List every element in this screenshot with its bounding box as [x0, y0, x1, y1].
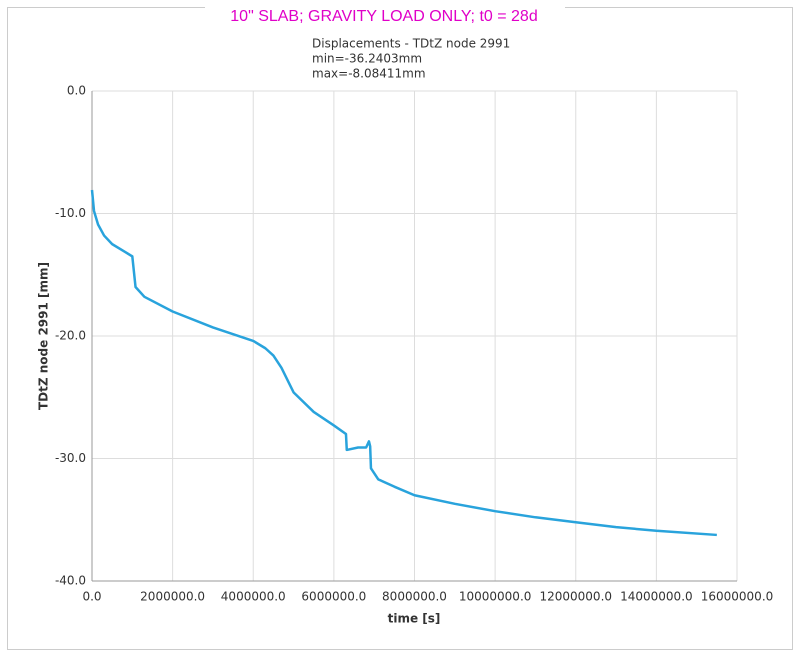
x-tick-label: 14000000.0	[620, 590, 693, 604]
subtitle: min=-36.2403mm	[312, 52, 422, 66]
x-tick-label: 10000000.0	[459, 590, 532, 604]
y-tick-label: -10.0	[55, 206, 86, 220]
x-tick-label: 8000000.0	[382, 590, 447, 604]
x-tick-label: 6000000.0	[301, 590, 366, 604]
y-tick-label: 0.0	[67, 84, 86, 98]
subtitle: max=-8.08411mm	[312, 67, 426, 81]
subtitle: Displacements - TDtZ node 2991	[312, 37, 510, 51]
chart-title: 10" SLAB; GRAVITY LOAD ONLY; t0 = 28d	[230, 8, 537, 25]
x-tick-label: 0.0	[82, 590, 101, 604]
x-tick-label: 4000000.0	[221, 590, 286, 604]
x-axis-label: time [s]	[388, 612, 441, 626]
frame	[7, 7, 793, 650]
y-axis-label: TDtZ node 2991 [mm]	[37, 262, 51, 410]
y-tick-label: -40.0	[55, 574, 86, 588]
title-box	[205, 2, 565, 26]
x-tick-label: 2000000.0	[140, 590, 205, 604]
x-tick-label: 16000000.0	[701, 590, 774, 604]
data-line	[90, 189, 717, 537]
y-tick-label: -20.0	[55, 329, 86, 343]
y-tick-label: -30.0	[55, 451, 86, 465]
x-tick-label: 12000000.0	[539, 590, 612, 604]
